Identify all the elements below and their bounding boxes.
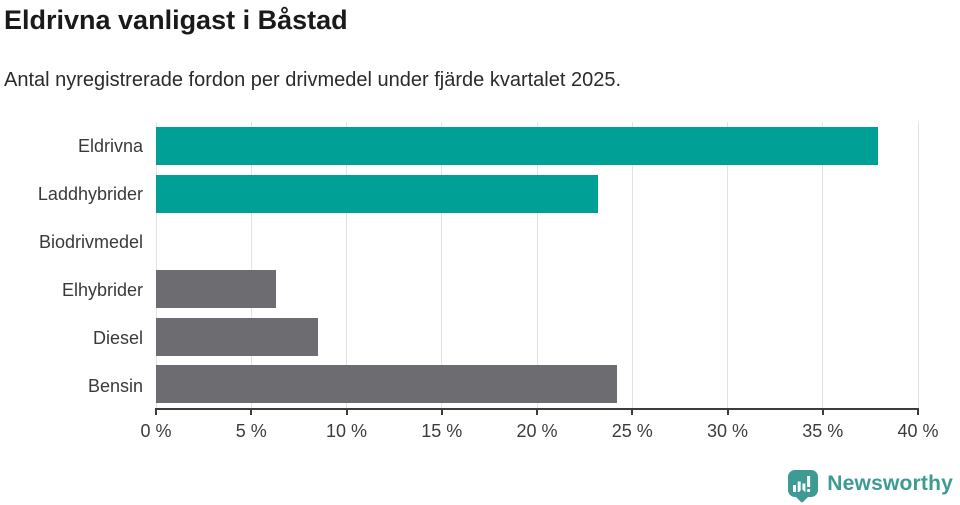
category-label-diesel: Diesel: [92, 328, 143, 348]
bar-row: [156, 360, 918, 408]
bar-elhybrider: [156, 269, 276, 308]
x-axis-tick: [250, 408, 253, 415]
x-tick-label: 20 %: [516, 421, 558, 441]
x-tick-label: 40 %: [897, 421, 939, 441]
gridline: [727, 122, 728, 408]
bar-row: [156, 217, 918, 265]
x-axis: 0 % 5 % 10 % 15 % 20 % 25 % 30 % 35 % 40 %: [140, 408, 939, 448]
x-axis-tick: [726, 408, 729, 415]
bar-diesel: [156, 317, 318, 356]
x-tick-label: 15 %: [421, 421, 463, 441]
gridline: [250, 122, 252, 408]
x-axis-tick: [917, 408, 919, 415]
bar-bensin: [156, 365, 617, 404]
newsworthy-logo: Newsworthy: [788, 470, 953, 497]
gridline: [631, 122, 633, 408]
x-tick-label: 35 %: [802, 421, 844, 441]
x-axis-tick: [155, 408, 157, 415]
newsworthy-bar-chart-icon: [788, 470, 819, 497]
x-axis-tick: [536, 408, 538, 415]
bar-row: [156, 265, 918, 313]
x-tick-label: 25 %: [611, 421, 653, 441]
x-tick-label: 0 %: [140, 421, 172, 441]
gridline: [536, 122, 538, 408]
gridline: [441, 122, 443, 408]
bar-row: [156, 122, 918, 170]
gridline: [917, 122, 919, 408]
x-axis-tick: [631, 408, 634, 415]
category-label-biodrivmedel: Biodrivmedel: [38, 232, 143, 252]
x-axis-tick: [345, 408, 348, 415]
category-label-bensin: Bensin: [87, 376, 143, 396]
bar-row: [156, 170, 918, 218]
category-label-laddhybrider: Laddhybrider: [37, 184, 143, 204]
bar-row: [156, 313, 918, 361]
category-label-eldrivna: Eldrivna: [77, 136, 143, 156]
chart-subtitle: Antal nyregistrerade fordon per drivmede…: [4, 69, 622, 91]
bar-laddhybrider: [156, 174, 598, 213]
bar-eldrivna: [156, 126, 878, 165]
gridline: [155, 122, 157, 408]
x-axis-tick: [440, 408, 443, 415]
x-axis-tick: [821, 408, 824, 415]
gridline: [346, 122, 347, 408]
category-labels: Eldrivna Laddhybrider Biodrivmedel Elhybrid…: [0, 122, 156, 410]
category-label-elhybrider: Elhybrider: [61, 280, 143, 300]
bar-chart: Eldrivna Laddhybrider Biodrivmedel Elhybrid…: [0, 122, 960, 441]
newsworthy-wordmark: Newsworthy: [827, 471, 953, 495]
chart-title: Eldrivna vanligast i Båstad: [4, 5, 348, 35]
plot-area: 0 % 5 % 10 % 15 % 20 % 25 % 30 % 35 % 40 %: [140, 122, 939, 441]
x-tick-label: 5 %: [235, 421, 267, 441]
x-tick-label: 10 %: [325, 421, 368, 441]
gridline: [822, 122, 824, 408]
bar-rows: [156, 122, 918, 408]
x-tick-label: 30 %: [706, 421, 749, 441]
